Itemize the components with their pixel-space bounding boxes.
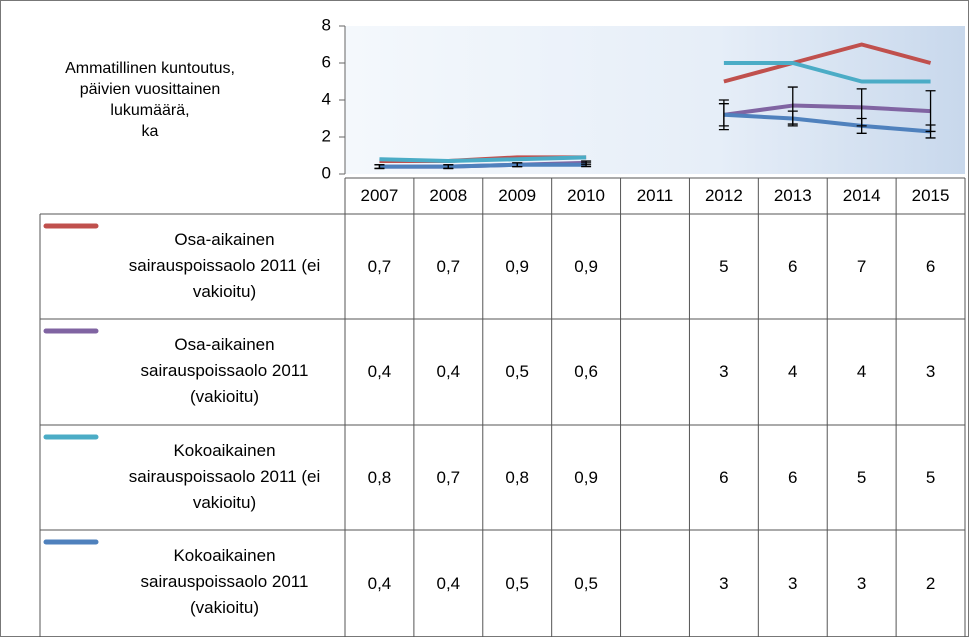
legend-label: Osa-aikainen sairauspoissaolo 2011 (vaki… [140,335,309,406]
y-tick-label: 6 [322,52,331,71]
table-value: 4 [856,362,867,381]
table-value: 0,9 [505,256,530,276]
x-tick-label: 2014 [842,186,881,205]
table-value: 6 [719,467,729,487]
table-value: 5 [719,256,729,276]
table-value: 0,6 [574,362,598,381]
table-value: 0,8 [505,467,530,487]
series-line [379,112,931,169]
table-value: 0,4 [436,362,461,381]
x-tick-label: 2015 [911,186,950,205]
table-value: 0,5 [574,573,598,593]
error-bar [856,117,867,134]
table-value: 2 [925,573,936,593]
y-tick-label: 0 [322,163,331,182]
legend-label: Kokoaikainen sairauspoissaolo 2011 (vaki… [140,546,309,617]
table-value: 0,7 [436,467,461,487]
legend-label: Osa-aikainen sairauspoissaolo 2011 (ei v… [128,230,321,301]
x-tick-label: 2008 [429,186,468,205]
table-value: 5 [925,467,936,487]
y-axis-title-line: päivien vuosittainen [79,81,221,98]
legend-label: Kokoaikainen sairauspoissaolo 2011 (ei v… [128,441,321,512]
table-value: 0,8 [367,467,392,487]
x-tick-label: 2013 [773,186,812,205]
table-value: 0,7 [436,256,461,276]
table-value: 5 [856,467,867,487]
table-value: 3 [925,362,936,381]
y-tick-label: 2 [322,126,331,145]
table-value: 0,7 [367,256,392,276]
table-value: 0,9 [574,256,598,276]
x-tick-label: 2012 [704,186,743,205]
error-bar [718,103,729,127]
table-value: 0,4 [367,362,392,381]
y-tick-label: 4 [322,89,331,108]
table-value: 3 [719,573,729,593]
table-value: 6 [925,256,936,276]
table-value: 3 [719,362,729,381]
table-value: 7 [856,256,867,276]
x-tick-label: 2011 [636,186,674,205]
table-value: 6 [788,256,798,276]
table-value: 0,5 [505,573,530,593]
x-tick-label: 2010 [567,186,605,205]
y-axis-title-line: lukumäärä, [110,102,190,119]
error-bar [925,124,936,139]
error-bar [581,162,592,168]
error-bar [787,110,798,127]
y-axis-title: Ammatillinen kuntoutus, päivien vuosittai… [20,58,280,142]
y-tick-label: 8 [322,15,331,34]
x-tick-label: 2009 [498,186,537,205]
error-bar [512,162,523,168]
y-axis-title-line: Ammatillinen kuntoutus, [65,60,235,77]
table-value: 4 [788,362,798,381]
table-value: 0,5 [505,362,530,381]
table-value: 3 [856,573,867,593]
table-value: 3 [788,573,798,593]
table-value: 0,9 [574,467,598,487]
error-bar [374,164,385,170]
table-value: 0,4 [436,573,461,593]
error-bar [443,164,454,170]
series-line [379,61,931,164]
x-tick-label: 2007 [360,186,399,205]
table-value: 6 [788,467,798,487]
y-axis-title-line: ka [141,123,159,140]
table-value: 0,4 [367,573,392,593]
